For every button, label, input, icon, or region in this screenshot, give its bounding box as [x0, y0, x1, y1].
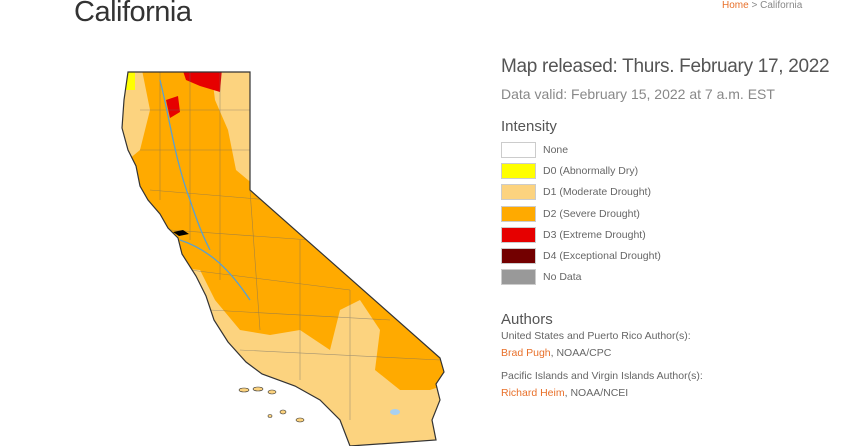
legend-swatch [501, 205, 536, 222]
legend-label: D4 (Exceptional Drought) [543, 250, 661, 263]
legend-item: No Data [501, 267, 841, 288]
d2-region [122, 72, 444, 446]
breadcrumb-home[interactable]: Home [722, 0, 749, 11]
legend-label: D2 (Severe Drought) [543, 207, 640, 220]
us-authors-label: United States and Puerto Rico Author(s): [501, 330, 691, 343]
map-released: Map released: Thurs. February 17, 2022 [501, 56, 830, 77]
d3-shasta [166, 96, 180, 118]
d1-northeast [210, 72, 260, 190]
author-org: , NOAA/NCEI [564, 387, 629, 400]
legend-item: D2 (Severe Drought) [501, 203, 841, 224]
legend-title: Intensity [501, 118, 557, 135]
author-link-brad-pugh[interactable]: Brad Pugh [501, 347, 551, 360]
legend-label: D1 (Moderate Drought) [543, 186, 651, 199]
legend-item: D0 (Abnormally Dry) [501, 160, 841, 181]
legend-swatch [501, 184, 536, 201]
river [159, 79, 211, 251]
author-org: , NOAA/CPC [550, 347, 612, 360]
legend-item: D4 (Exceptional Drought) [501, 245, 841, 266]
legend-swatch [501, 226, 536, 243]
salton-sea [390, 409, 400, 415]
d3-north [182, 72, 222, 92]
legend-swatch [501, 162, 536, 179]
bay-area [173, 230, 189, 236]
author-link-richard-heim[interactable]: Richard Heim [501, 387, 565, 400]
river [179, 239, 251, 301]
authors-title: Authors [501, 311, 553, 329]
legend-item: D3 (Extreme Drought) [501, 224, 841, 245]
breadcrumb-current: California [760, 0, 803, 11]
legend-swatch [501, 269, 536, 286]
d1-north-coast [122, 72, 150, 160]
legend-item: D1 (Moderate Drought) [501, 182, 841, 203]
county-lines [140, 72, 441, 420]
breadcrumb: Home > California [722, 0, 802, 12]
map-info-panel: Map released: Thurs. February 17, 2022 D… [501, 52, 841, 402]
channel-islands [238, 386, 305, 423]
data-valid: Data valid: February 15, 2022 at 7 a.m. … [501, 86, 775, 102]
page-title: California [74, 0, 192, 28]
drought-map [121, 71, 445, 446]
pi-author: Richard Heim, NOAA/NCEI [501, 385, 841, 402]
legend-label: D3 (Extreme Drought) [543, 228, 646, 241]
legend-label: No Data [543, 271, 582, 284]
legend-swatch [501, 141, 536, 158]
legend-item: None [501, 139, 841, 160]
legend-swatch [501, 248, 536, 265]
breadcrumb-separator: > [748, 0, 761, 11]
pi-authors-label: Pacific Islands and Virgin Islands Autho… [501, 370, 703, 383]
legend-label: None [543, 143, 569, 156]
legend-label: D0 (Abnormally Dry) [543, 164, 639, 177]
legend: None D0 (Abnormally Dry) D1 (Moderate Drou… [501, 139, 841, 288]
us-author: Brad Pugh, NOAA/CPC [501, 345, 841, 362]
